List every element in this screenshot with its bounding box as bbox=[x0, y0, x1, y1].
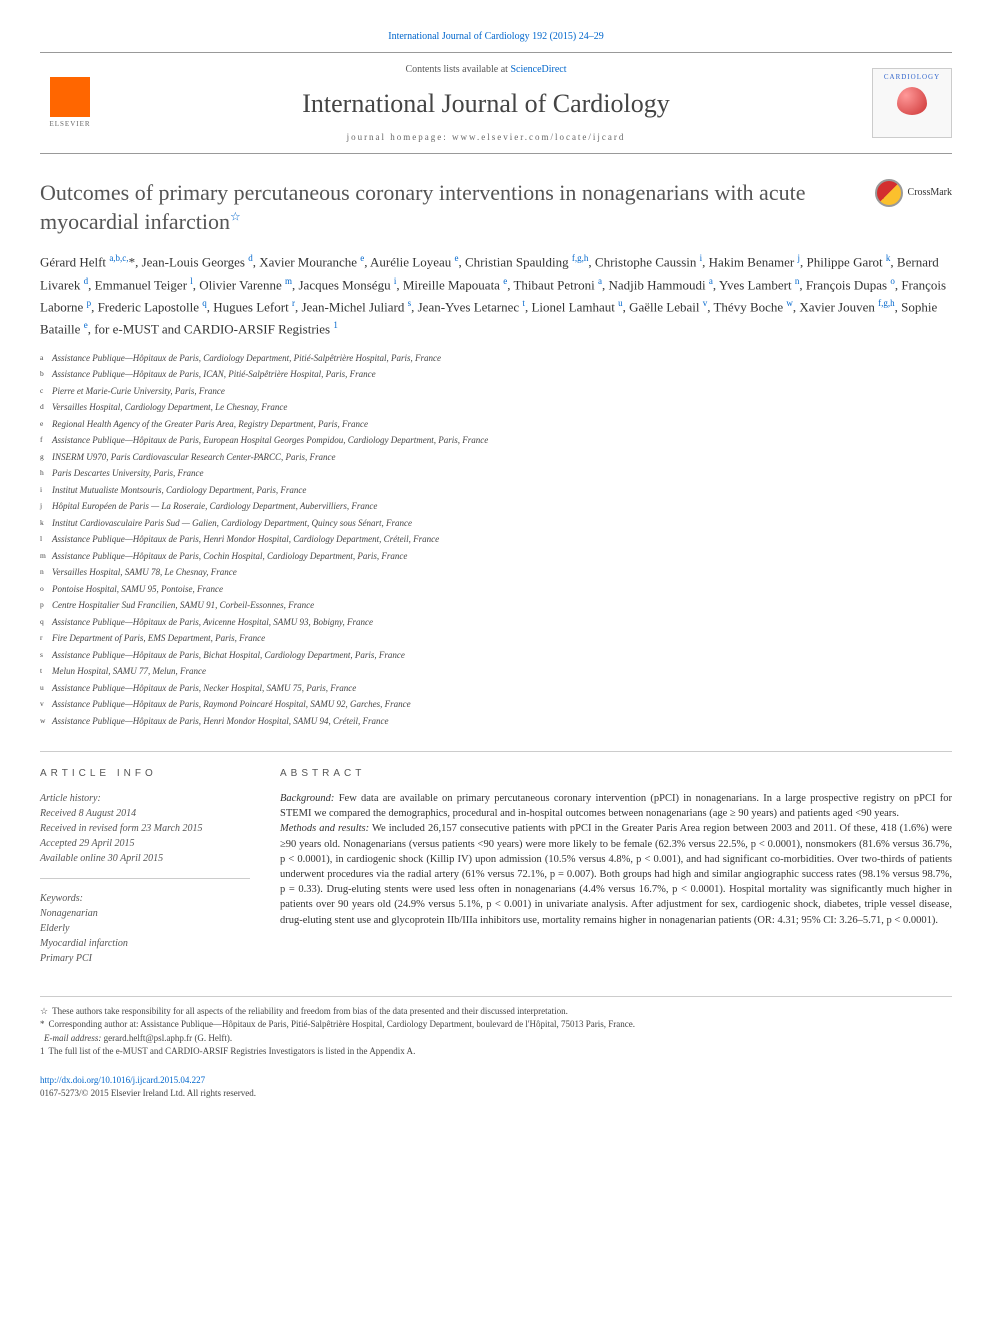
sciencedirect-link[interactable]: ScienceDirect bbox=[510, 64, 566, 75]
affiliation-line: lAssistance Publique—Hôpitaux de Paris, … bbox=[40, 533, 952, 550]
abstract-column: ABSTRACT Background: Few data are availa… bbox=[280, 767, 952, 966]
affiliation-line: uAssistance Publique—Hôpitaux de Paris, … bbox=[40, 682, 952, 699]
affiliations-list: aAssistance Publique—Hôpitaux de Paris, … bbox=[40, 352, 952, 732]
affiliation-line: eRegional Health Agency of the Greater P… bbox=[40, 418, 952, 435]
affiliation-line: rFire Department of Paris, EMS Departmen… bbox=[40, 632, 952, 649]
abstract-body: Background: Few data are available on pr… bbox=[280, 791, 952, 928]
footnote-line: ☆These authors take responsibility for a… bbox=[40, 1005, 952, 1019]
history-line: Available online 30 April 2015 bbox=[40, 851, 250, 866]
crossmark-badge[interactable]: CrossMark bbox=[875, 179, 952, 207]
article-info-column: ARTICLE INFO Article history: Received 8… bbox=[40, 767, 250, 966]
elsevier-tree-icon bbox=[50, 77, 90, 117]
affiliation-line: dVersailles Hospital, Cardiology Departm… bbox=[40, 401, 952, 418]
abstract-heading: ABSTRACT bbox=[280, 767, 952, 781]
history-line: Received in revised form 23 March 2015 bbox=[40, 821, 250, 836]
affiliation-line: sAssistance Publique—Hôpitaux de Paris, … bbox=[40, 649, 952, 666]
affiliation-line: mAssistance Publique—Hôpitaux de Paris, … bbox=[40, 550, 952, 567]
copyright-line: 0167-5273/© 2015 Elsevier Ireland Ltd. A… bbox=[40, 1088, 256, 1098]
publisher-name: ELSEVIER bbox=[49, 120, 90, 129]
contents-line: Contents lists available at ScienceDirec… bbox=[100, 63, 872, 77]
authors-list: Gérard Helft a,b,c,*, Jean-Louis Georges… bbox=[40, 251, 952, 340]
affiliation-line: fAssistance Publique—Hôpitaux de Paris, … bbox=[40, 434, 952, 451]
journal-header: ELSEVIER Contents lists available at Sci… bbox=[40, 52, 952, 155]
doi-link[interactable]: http://dx.doi.org/10.1016/j.ijcard.2015.… bbox=[40, 1075, 205, 1085]
citation-line: International Journal of Cardiology 192 … bbox=[40, 30, 952, 44]
footnotes: ☆These authors take responsibility for a… bbox=[40, 996, 952, 1059]
affiliation-line: cPierre et Marie-Curie University, Paris… bbox=[40, 385, 952, 402]
keywords-label: Keywords: bbox=[40, 891, 250, 906]
affiliation-line: nVersailles Hospital, SAMU 78, Le Chesna… bbox=[40, 566, 952, 583]
article-title: Outcomes of primary percutaneous coronar… bbox=[40, 179, 855, 236]
footnote-line: E-mail address: gerard.helft@psl.aphp.fr… bbox=[40, 1032, 952, 1046]
publisher-logo: ELSEVIER bbox=[40, 73, 100, 133]
affiliation-line: iInstitut Mutualiste Montsouris, Cardiol… bbox=[40, 484, 952, 501]
footnote-line: *Corresponding author at: Assistance Pub… bbox=[40, 1018, 952, 1032]
title-footnote-marker: ☆ bbox=[230, 210, 241, 224]
affiliation-line: jHôpital Européen de Paris — La Roseraie… bbox=[40, 500, 952, 517]
affiliation-line: gINSERM U970, Paris Cardiovascular Resea… bbox=[40, 451, 952, 468]
journal-name: International Journal of Cardiology bbox=[100, 86, 872, 121]
affiliation-line: hParis Descartes University, Paris, Fran… bbox=[40, 467, 952, 484]
affiliation-line: oPontoise Hospital, SAMU 95, Pontoise, F… bbox=[40, 583, 952, 600]
keyword: Nonagenarian bbox=[40, 906, 250, 921]
affiliation-line: kInstitut Cardiovasculaire Paris Sud — G… bbox=[40, 517, 952, 534]
doi-block: http://dx.doi.org/10.1016/j.ijcard.2015.… bbox=[40, 1074, 952, 1099]
keyword: Elderly bbox=[40, 921, 250, 936]
affiliation-line: aAssistance Publique—Hôpitaux de Paris, … bbox=[40, 352, 952, 369]
affiliation-line: tMelun Hospital, SAMU 77, Melun, France bbox=[40, 665, 952, 682]
affiliation-line: wAssistance Publique—Hôpitaux de Paris, … bbox=[40, 715, 952, 732]
heart-icon bbox=[897, 87, 927, 115]
keyword: Primary PCI bbox=[40, 951, 250, 966]
homepage-line: journal homepage: www.elsevier.com/locat… bbox=[100, 131, 872, 143]
homepage-url: www.elsevier.com/locate/ijcard bbox=[452, 132, 625, 142]
crossmark-icon bbox=[875, 179, 903, 207]
history-line: Received 8 August 2014 bbox=[40, 806, 250, 821]
history-label: Article history: bbox=[40, 791, 250, 806]
keyword: Myocardial infarction bbox=[40, 936, 250, 951]
affiliation-line: qAssistance Publique—Hôpitaux de Paris, … bbox=[40, 616, 952, 633]
affiliation-line: vAssistance Publique—Hôpitaux de Paris, … bbox=[40, 698, 952, 715]
history-line: Accepted 29 April 2015 bbox=[40, 836, 250, 851]
journal-cover-thumb: CARDIOLOGY bbox=[872, 68, 952, 138]
citation-link[interactable]: International Journal of Cardiology 192 … bbox=[388, 31, 604, 42]
affiliation-line: bAssistance Publique—Hôpitaux de Paris, … bbox=[40, 368, 952, 385]
footnote-line: 1The full list of the e-MUST and CARDIO-… bbox=[40, 1045, 952, 1059]
cover-label: CARDIOLOGY bbox=[884, 73, 940, 82]
affiliation-line: pCentre Hospitalier Sud Francilien, SAMU… bbox=[40, 599, 952, 616]
article-info-heading: ARTICLE INFO bbox=[40, 767, 250, 781]
